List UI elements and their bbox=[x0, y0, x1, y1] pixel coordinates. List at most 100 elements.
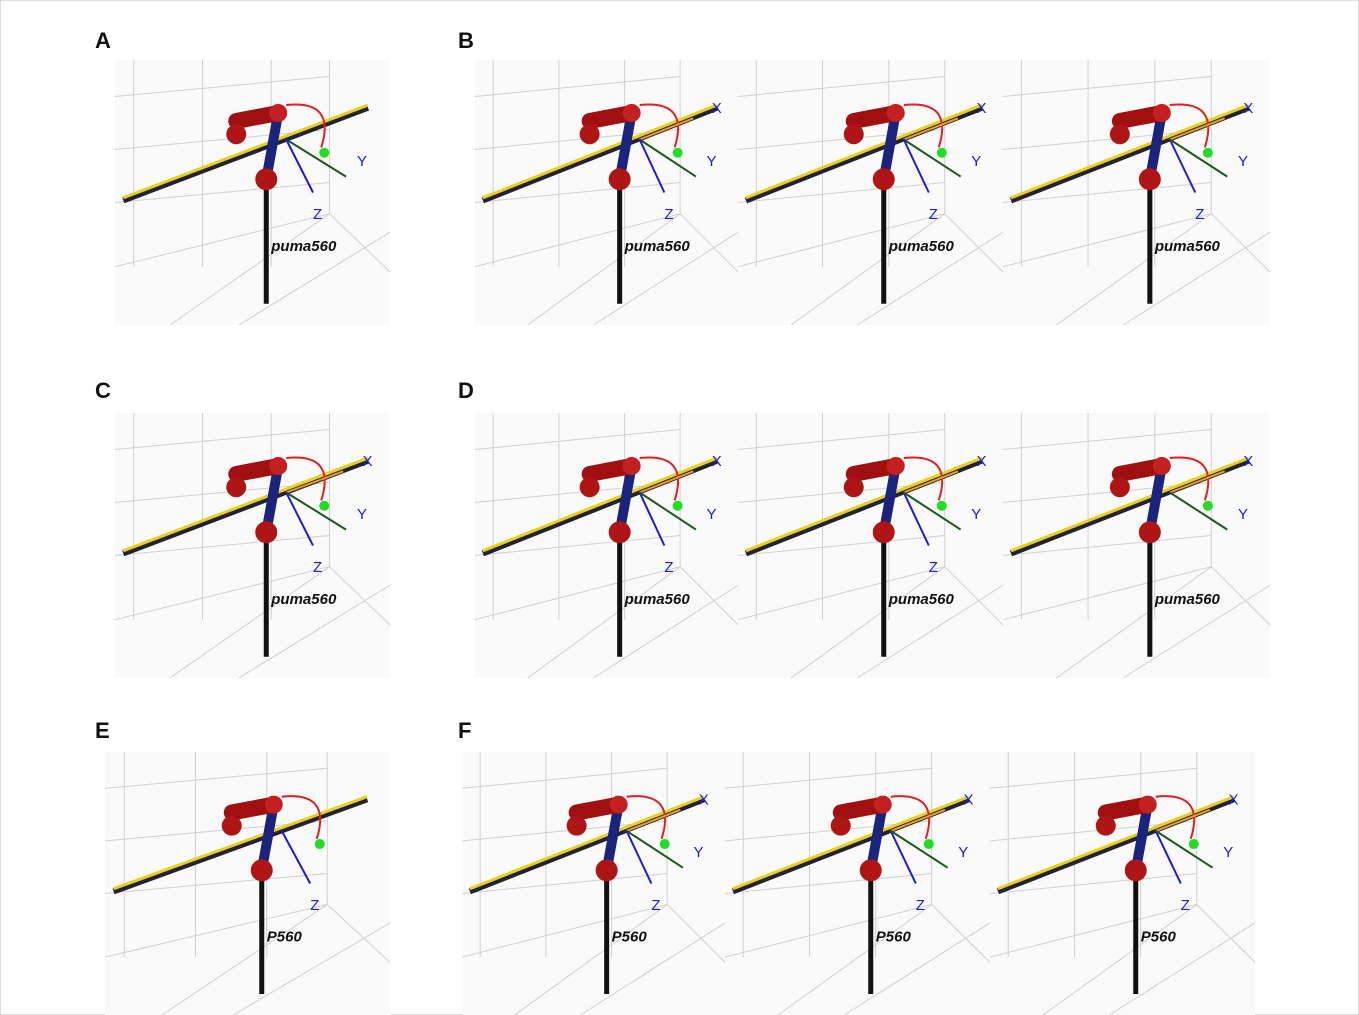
robot-view: puma560 X Z Y bbox=[475, 413, 738, 678]
joint bbox=[1153, 457, 1171, 475]
view-bg bbox=[1003, 413, 1270, 678]
axis-label: Y bbox=[971, 506, 981, 523]
panel-label: A bbox=[95, 28, 111, 53]
robot-name: puma560 bbox=[270, 591, 337, 608]
axis-label: Y bbox=[1238, 153, 1248, 170]
target bbox=[319, 148, 329, 158]
robot-name: P560 bbox=[1141, 928, 1177, 945]
axis-label: Z bbox=[664, 559, 673, 576]
joint bbox=[609, 168, 631, 190]
view-bg bbox=[1003, 60, 1270, 325]
axis-label: Y bbox=[357, 506, 367, 523]
axis-label: X bbox=[712, 100, 722, 117]
joint bbox=[1139, 796, 1157, 814]
axis-label: X bbox=[977, 100, 987, 117]
joint bbox=[1153, 104, 1171, 122]
robot-view: puma560XY bbox=[1003, 413, 1270, 678]
target bbox=[315, 839, 325, 849]
axis-label: Y bbox=[958, 844, 968, 861]
view-bg bbox=[115, 413, 390, 678]
axis-label: Z bbox=[313, 559, 322, 576]
target bbox=[937, 148, 947, 158]
joint bbox=[1139, 521, 1161, 543]
joint bbox=[1110, 124, 1130, 144]
joint bbox=[251, 859, 273, 881]
target bbox=[673, 148, 683, 158]
view-bg bbox=[115, 60, 390, 325]
joint bbox=[887, 104, 905, 122]
joint bbox=[831, 816, 851, 836]
joint bbox=[269, 457, 287, 475]
joint bbox=[1110, 477, 1130, 497]
axis-label: Y bbox=[971, 153, 981, 170]
joint bbox=[860, 859, 882, 881]
panel-label: C bbox=[95, 378, 111, 403]
robot-name: puma560 bbox=[888, 591, 955, 608]
robot-view: P560XZY bbox=[725, 752, 990, 1015]
joint bbox=[609, 521, 631, 543]
target bbox=[1203, 501, 1213, 511]
axis-label: Z bbox=[1195, 206, 1204, 223]
joint bbox=[596, 859, 618, 881]
joint bbox=[623, 104, 641, 122]
joint bbox=[1139, 168, 1161, 190]
joint bbox=[1096, 816, 1116, 836]
axis-label: Y bbox=[706, 153, 716, 170]
figure: Apuma560YZBpuma560XYZpuma560XYZpuma560XZ… bbox=[0, 0, 1359, 1015]
axis-label: X bbox=[1243, 453, 1253, 470]
target bbox=[937, 501, 947, 511]
axis-label: Z bbox=[929, 206, 938, 223]
axis-label: Z bbox=[651, 897, 660, 914]
panel-label: E bbox=[95, 718, 110, 743]
joint bbox=[844, 477, 864, 497]
axis-label: X bbox=[363, 453, 373, 470]
axis-label: Z bbox=[310, 897, 319, 914]
axis-label: X bbox=[699, 792, 709, 809]
view-bg bbox=[475, 60, 738, 325]
robot-name: puma560 bbox=[888, 238, 955, 255]
view-bg bbox=[725, 752, 990, 1015]
joint bbox=[226, 477, 246, 497]
axis-label: Z bbox=[313, 206, 322, 223]
target bbox=[1203, 148, 1213, 158]
joint bbox=[623, 457, 641, 475]
joint bbox=[580, 477, 600, 497]
joint bbox=[610, 796, 628, 814]
axis-label: Y bbox=[706, 506, 716, 523]
axis-label: X bbox=[1229, 792, 1239, 809]
joint bbox=[255, 521, 277, 543]
view-bg bbox=[990, 752, 1255, 1015]
target bbox=[924, 839, 934, 849]
joint bbox=[265, 796, 283, 814]
joint bbox=[226, 124, 246, 144]
joint bbox=[874, 796, 892, 814]
joint bbox=[222, 816, 242, 836]
joint bbox=[580, 124, 600, 144]
view-bg bbox=[475, 413, 738, 678]
axis-label: X bbox=[712, 453, 722, 470]
axis-label: Y bbox=[1223, 844, 1233, 861]
panel-label: D bbox=[458, 378, 474, 403]
axis-label: Y bbox=[357, 153, 367, 170]
view-bg bbox=[738, 60, 1003, 325]
axis-label: X bbox=[964, 792, 974, 809]
target bbox=[673, 501, 683, 511]
robot-name: puma560 bbox=[1154, 238, 1221, 255]
axis-label: Z bbox=[664, 206, 673, 223]
panel-label: B bbox=[458, 28, 474, 53]
robot-name: puma560 bbox=[624, 591, 691, 608]
axis-label: Y bbox=[693, 844, 703, 861]
axis-label: Z bbox=[929, 559, 938, 576]
target bbox=[660, 839, 670, 849]
view-bg bbox=[105, 752, 390, 1015]
joint bbox=[1125, 859, 1147, 881]
robot-view: P560XYZ bbox=[462, 752, 725, 1015]
robot-view: puma560 X Y Z bbox=[115, 413, 390, 678]
joint bbox=[567, 816, 587, 836]
robot-view: puma560 X Y Z bbox=[738, 60, 1003, 325]
joint bbox=[269, 104, 287, 122]
